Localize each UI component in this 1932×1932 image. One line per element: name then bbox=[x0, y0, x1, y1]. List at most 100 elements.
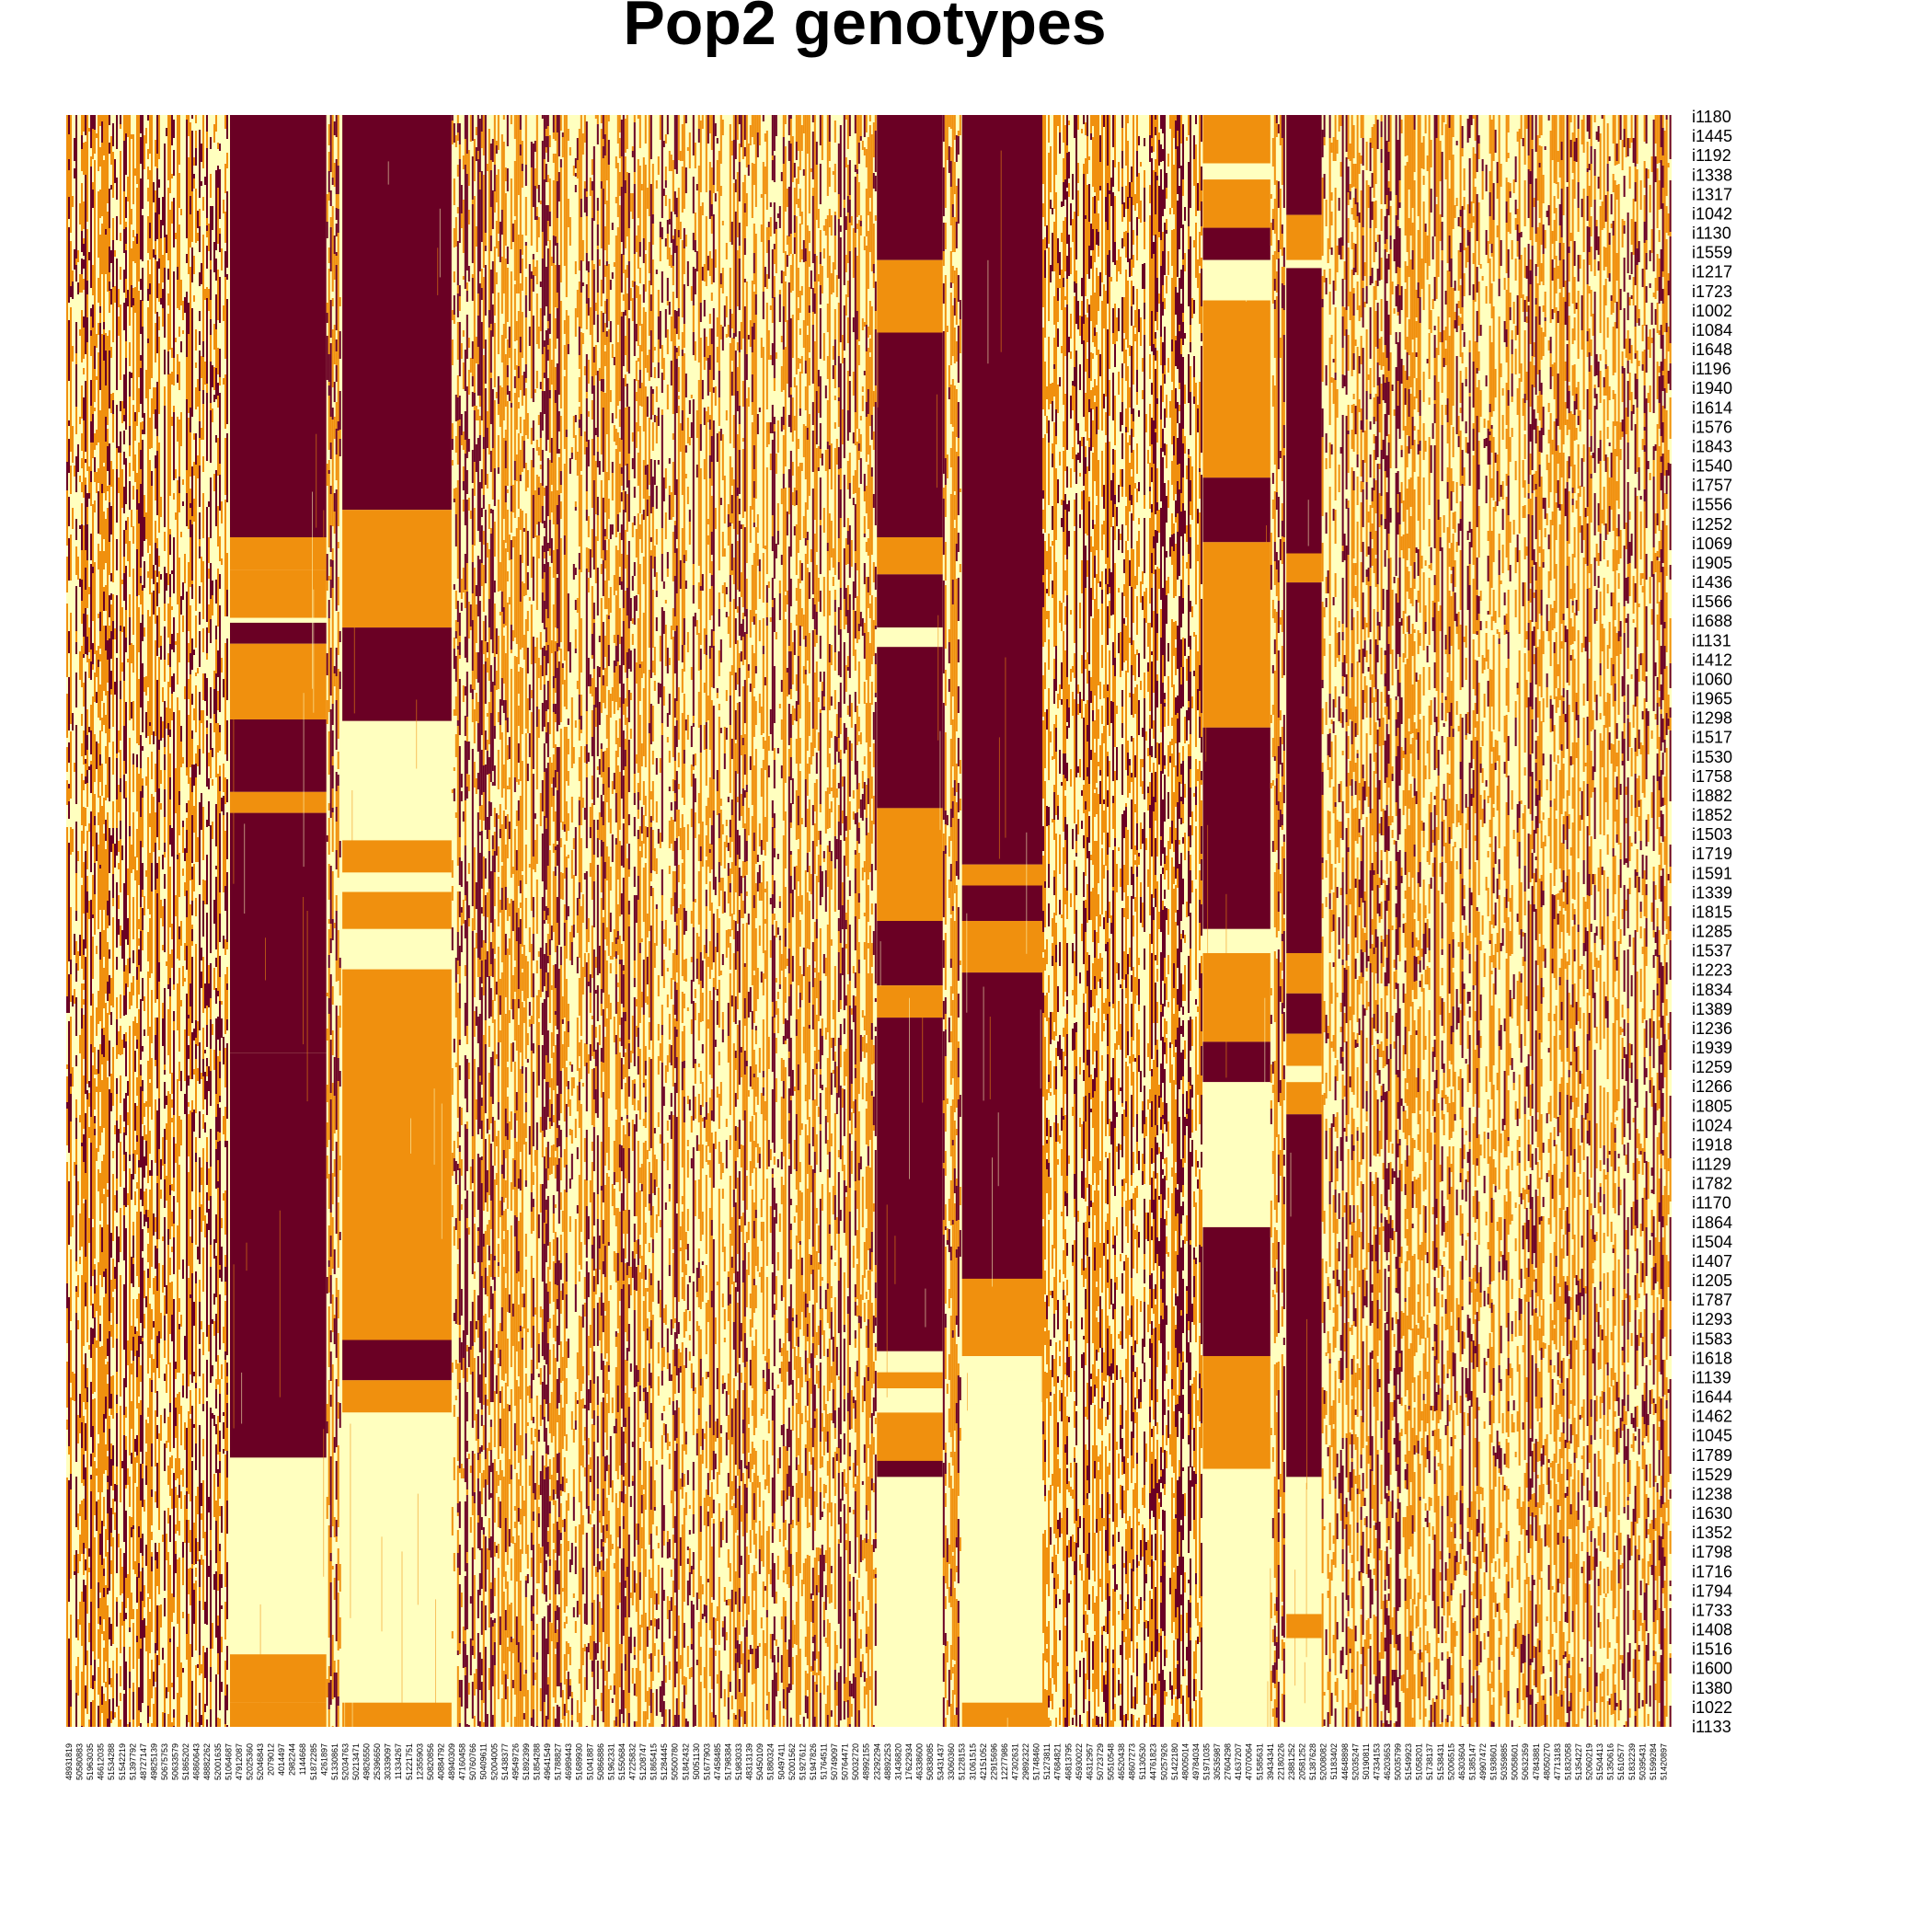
heatmap-cell bbox=[156, 893, 158, 917]
heatmap-cell bbox=[219, 1461, 221, 1473]
heatmap-cell bbox=[149, 1308, 151, 1327]
heatmap-cell bbox=[66, 1076, 68, 1102]
heatmap-cell bbox=[103, 626, 105, 650]
heatmap-cell bbox=[186, 1160, 188, 1188]
heatmap-cell bbox=[109, 780, 110, 794]
heatmap-cell bbox=[125, 1064, 127, 1076]
heatmap-cell bbox=[151, 398, 153, 425]
heatmap-cell bbox=[199, 530, 201, 539]
heatmap-cell bbox=[155, 1022, 156, 1035]
heatmap-cell bbox=[70, 613, 72, 616]
heatmap-cell bbox=[212, 408, 213, 422]
heatmap-cell bbox=[188, 1114, 190, 1124]
heatmap-cell bbox=[149, 1269, 151, 1288]
heatmap-cell bbox=[79, 935, 81, 956]
heatmap-cell bbox=[101, 1705, 103, 1713]
heatmap-cell bbox=[149, 1482, 151, 1508]
heatmap-cell bbox=[90, 1722, 92, 1727]
heatmap-cell bbox=[70, 774, 72, 799]
heatmap-cell bbox=[123, 374, 125, 391]
heatmap-cell bbox=[224, 513, 226, 517]
heatmap-cell bbox=[190, 1135, 191, 1160]
heatmap-cell bbox=[217, 1535, 219, 1561]
heatmap-cell bbox=[112, 1478, 114, 1490]
heatmap-cell bbox=[66, 171, 68, 190]
heatmap-cell bbox=[142, 1229, 144, 1240]
heatmap-cell bbox=[164, 660, 166, 682]
heatmap-cell bbox=[105, 1240, 107, 1269]
heatmap-cell bbox=[142, 1338, 144, 1341]
heatmap-cell bbox=[123, 1586, 125, 1614]
heatmap-cell bbox=[125, 250, 127, 279]
heatmap-cell bbox=[123, 995, 125, 1016]
heatmap-cell bbox=[136, 1331, 138, 1351]
heatmap-cell bbox=[116, 1372, 118, 1395]
heatmap-cell bbox=[193, 765, 195, 786]
heatmap-cell bbox=[193, 1110, 195, 1132]
heatmap-cell bbox=[140, 192, 142, 206]
heatmap-cell bbox=[105, 1143, 107, 1158]
heatmap-cell bbox=[167, 691, 169, 707]
heatmap-cell bbox=[105, 269, 107, 274]
heatmap-cell bbox=[92, 1675, 94, 1689]
heatmap-cell bbox=[155, 1143, 156, 1147]
heatmap-cell bbox=[110, 1459, 112, 1486]
heatmap-cell bbox=[136, 1182, 138, 1189]
heatmap-cell bbox=[156, 777, 158, 804]
heatmap-cell bbox=[213, 1239, 215, 1259]
heatmap-cell bbox=[132, 445, 134, 471]
heatmap-cell bbox=[147, 1301, 149, 1315]
heatmap-cell bbox=[190, 1530, 191, 1542]
heatmap-cell bbox=[147, 405, 149, 425]
heatmap-cell bbox=[208, 537, 210, 563]
heatmap-cell bbox=[121, 1602, 123, 1626]
heatmap-cell bbox=[107, 429, 109, 446]
heatmap-cell bbox=[147, 657, 149, 675]
heatmap-cell bbox=[167, 1508, 169, 1514]
heatmap-cell bbox=[206, 581, 208, 605]
heatmap-cell bbox=[223, 1116, 224, 1134]
heatmap-cell bbox=[109, 1294, 110, 1321]
heatmap-cell bbox=[173, 885, 175, 902]
heatmap-cell bbox=[173, 984, 175, 990]
heatmap-cell bbox=[210, 1569, 212, 1591]
heatmap-cell bbox=[177, 671, 178, 684]
heatmap-cell bbox=[177, 1611, 178, 1624]
heatmap-cell bbox=[125, 298, 127, 321]
heatmap-cell bbox=[190, 174, 191, 196]
heatmap-cell bbox=[66, 115, 68, 142]
heatmap-cell bbox=[99, 1347, 101, 1367]
heatmap-cell bbox=[162, 1137, 164, 1166]
heatmap-cell bbox=[186, 417, 188, 444]
heatmap-cell bbox=[123, 1722, 125, 1727]
heatmap-cell bbox=[219, 605, 221, 615]
heatmap-cell bbox=[105, 955, 107, 960]
heatmap-cell bbox=[103, 1432, 105, 1461]
heatmap-cell bbox=[83, 876, 85, 887]
heatmap-cell bbox=[156, 172, 158, 193]
heatmap-cell bbox=[173, 426, 175, 443]
heatmap-cell bbox=[210, 750, 212, 778]
heatmap-cell bbox=[66, 1118, 68, 1145]
heatmap-cell bbox=[177, 267, 178, 280]
heatmap-cell bbox=[107, 1658, 109, 1663]
heatmap-cell bbox=[195, 238, 197, 243]
heatmap-cell bbox=[149, 318, 151, 347]
heatmap-cell bbox=[190, 1703, 191, 1723]
heatmap-cell bbox=[199, 1473, 201, 1489]
heatmap-cell bbox=[94, 562, 96, 578]
heatmap-cell bbox=[219, 862, 221, 880]
heatmap-cell bbox=[156, 1076, 158, 1088]
heatmap-cell bbox=[224, 729, 226, 754]
heatmap-cell bbox=[83, 1176, 85, 1183]
heatmap-cell bbox=[68, 569, 70, 581]
heatmap-cell bbox=[175, 1487, 177, 1508]
heatmap-cell bbox=[167, 1029, 169, 1041]
heatmap-cell bbox=[101, 518, 103, 540]
heatmap-cell bbox=[155, 299, 156, 314]
heatmap-cell bbox=[151, 1422, 153, 1438]
heatmap-cell bbox=[173, 1299, 175, 1325]
heatmap-cell bbox=[94, 1338, 96, 1352]
heatmap-cell bbox=[75, 364, 77, 379]
heatmap-cell bbox=[107, 132, 109, 137]
